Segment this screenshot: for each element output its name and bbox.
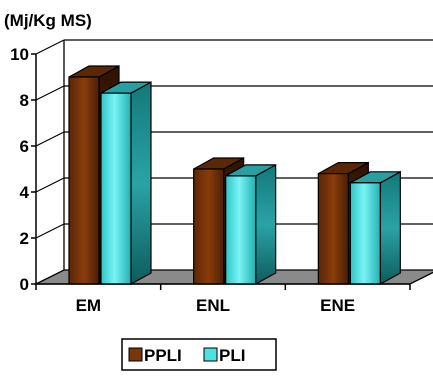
gridline-depth	[35, 85, 65, 101]
bar-front	[193, 168, 225, 285]
y-unit-label: (Mj/Kg MS)	[4, 11, 92, 30]
bar-side	[379, 170, 401, 286]
y-tick-label: 2	[20, 229, 29, 248]
x-tick-label: ENE	[320, 296, 355, 315]
y-tick-label: 4	[20, 183, 30, 202]
bar-front	[100, 92, 132, 285]
bars-layer	[68, 64, 401, 286]
gridline-depth	[35, 131, 65, 147]
bar-front	[349, 182, 381, 285]
legend-box	[121, 338, 277, 371]
legend-swatch-pli	[203, 347, 218, 362]
legend-label-pli: PLI	[219, 346, 245, 365]
plot-front-layer: 0 2 4 6 8 10 EM ENL ENE (Mj/Kg MS) PPLI PLI	[4, 11, 411, 371]
y-tick-label: 6	[20, 137, 29, 156]
bar-front	[317, 173, 349, 285]
gridline-depth	[35, 39, 65, 55]
y-tick-label: 8	[20, 91, 29, 110]
bar-side	[255, 163, 277, 286]
bar-pli-em	[100, 81, 152, 286]
legend-swatch-ppli	[128, 347, 143, 362]
bar-pli-ene	[349, 170, 401, 286]
gridline-depth	[35, 223, 65, 239]
x-tick-label: EM	[76, 296, 102, 315]
legend-label-ppli: PPLI	[144, 346, 182, 365]
bar-front	[225, 175, 257, 285]
y-tick-label: 0	[20, 275, 29, 294]
gridline-depth	[35, 177, 65, 193]
bar-pli-enl	[225, 163, 277, 286]
x-tick-label: ENL	[196, 296, 230, 315]
y-tick-label: 10	[10, 45, 29, 64]
bar-front	[68, 76, 100, 285]
bar-side	[130, 81, 152, 286]
